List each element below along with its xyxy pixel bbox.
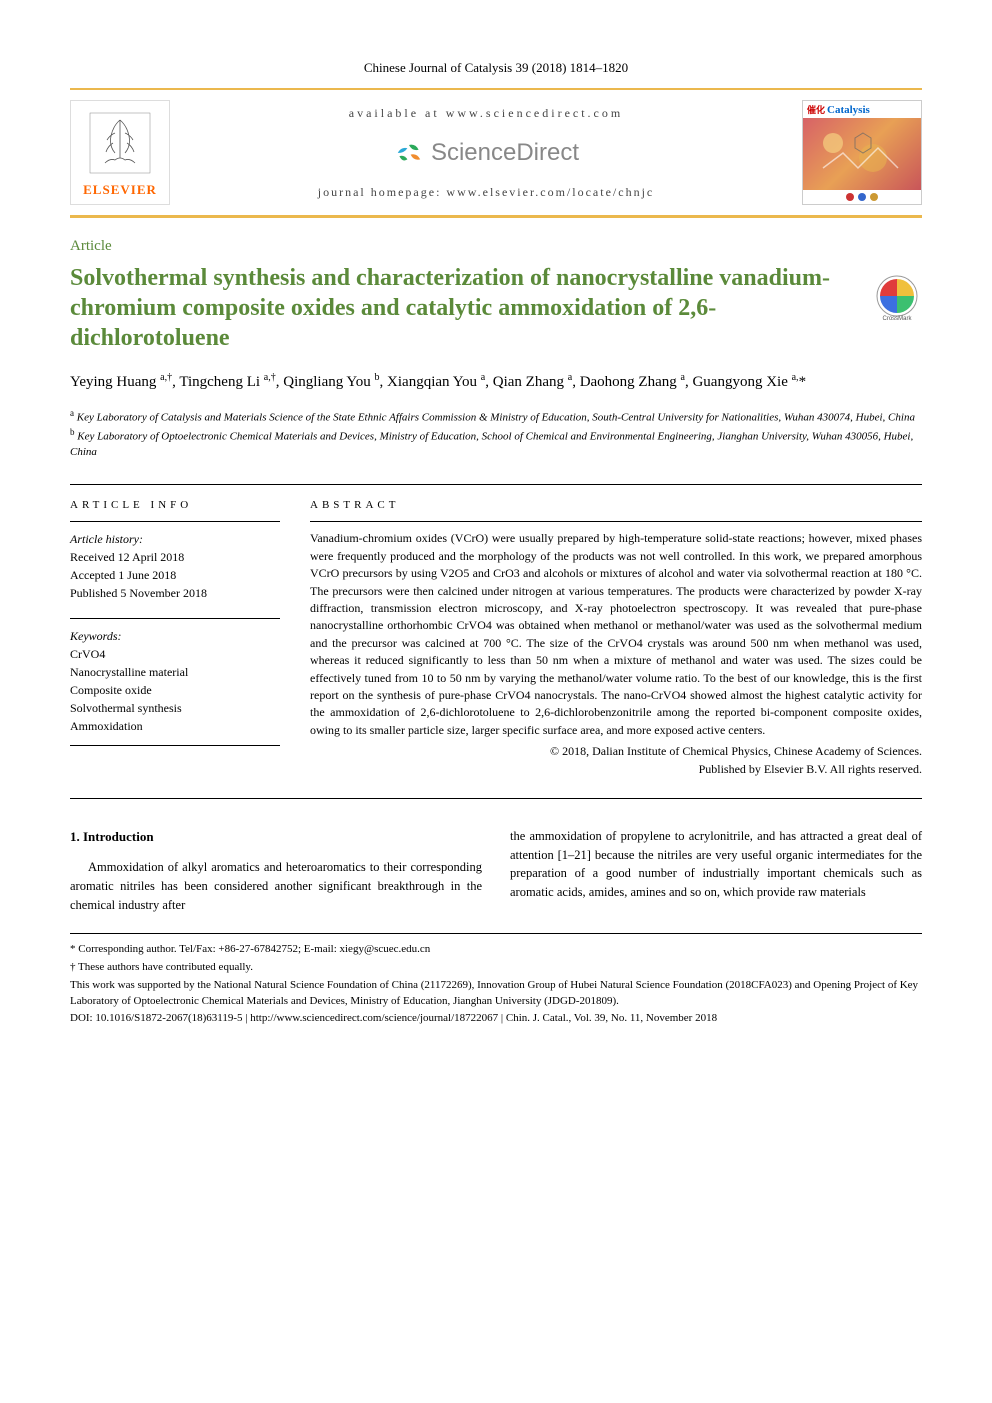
elsevier-text: ELSEVIER bbox=[83, 182, 157, 198]
footnote-funding: This work was supported by the National … bbox=[70, 978, 922, 1010]
cover-brand-cn: 催化 bbox=[807, 103, 825, 116]
crossmark-badge[interactable]: CrossMark bbox=[872, 271, 922, 321]
abstract-copyright: © 2018, Dalian Institute of Chemical Phy… bbox=[310, 743, 922, 778]
copyright-line: Published by Elsevier B.V. All rights re… bbox=[310, 761, 922, 778]
sciencedirect-icon bbox=[393, 140, 425, 166]
keyword: Solvothermal synthesis bbox=[70, 699, 280, 717]
body-column-right: the ammoxidation of propylene to acrylon… bbox=[510, 827, 922, 915]
body-column-left: 1. Introduction Ammoxidation of alkyl ar… bbox=[70, 827, 482, 915]
keywords-label: Keywords: bbox=[70, 627, 280, 645]
title-row: Solvothermal synthesis and characterizat… bbox=[70, 263, 922, 371]
keyword: Nanocrystalline material bbox=[70, 663, 280, 681]
article-type-label: Article bbox=[70, 238, 922, 255]
cover-artwork-icon bbox=[803, 118, 922, 193]
history-label: Article history: bbox=[70, 530, 280, 548]
abstract-heading: ABSTRACT bbox=[310, 499, 922, 511]
article-history-block: Article history: Received 12 April 2018 … bbox=[70, 521, 280, 602]
page-container: Chinese Journal of Catalysis 39 (2018) 1… bbox=[0, 0, 992, 1069]
footnote-equal: † These authors have contributed equally… bbox=[70, 960, 922, 976]
history-line: Published 5 November 2018 bbox=[70, 584, 280, 602]
body-paragraph: Ammoxidation of alkyl aromatics and hete… bbox=[70, 858, 482, 914]
body-columns: 1. Introduction Ammoxidation of alkyl ar… bbox=[70, 827, 922, 915]
authors-list: Yeying Huang a,†, Tingcheng Li a,†, Qing… bbox=[70, 371, 922, 393]
footnote-corresponding: * Corresponding author. Tel/Fax: +86-27-… bbox=[70, 942, 922, 958]
available-at-text: available at www.sciencedirect.com bbox=[185, 106, 787, 121]
cover-dot-icon bbox=[858, 193, 866, 201]
history-line: Received 12 April 2018 bbox=[70, 548, 280, 566]
abstract-text: Vanadium-chromium oxides (VCrO) were usu… bbox=[310, 521, 922, 739]
keyword: Ammoxidation bbox=[70, 717, 280, 735]
cover-dot-icon bbox=[870, 193, 878, 201]
elsevier-tree-icon bbox=[85, 108, 155, 178]
affiliations-list: a Key Laboratory of Catalysis and Materi… bbox=[70, 407, 922, 460]
crossmark-icon: CrossMark bbox=[872, 271, 922, 321]
abstract-column: ABSTRACT Vanadium-chromium oxides (VCrO)… bbox=[310, 499, 922, 777]
article-info-heading: ARTICLE INFO bbox=[70, 499, 280, 511]
keywords-block: Keywords: CrVO4 Nanocrystalline material… bbox=[70, 618, 280, 746]
article-title: Solvothermal synthesis and characterizat… bbox=[70, 263, 857, 353]
footnote-doi: DOI: 10.1016/S1872-2067(18)63119-5 | htt… bbox=[70, 1011, 922, 1027]
section-heading: 1. Introduction bbox=[70, 827, 482, 847]
elsevier-logo: ELSEVIER bbox=[70, 100, 170, 205]
banner-center: available at www.sciencedirect.com Scien… bbox=[185, 106, 787, 200]
affiliation-line: b Key Laboratory of Optoelectronic Chemi… bbox=[70, 426, 922, 460]
copyright-line: © 2018, Dalian Institute of Chemical Phy… bbox=[310, 743, 922, 760]
keyword: CrVO4 bbox=[70, 645, 280, 663]
history-line: Accepted 1 June 2018 bbox=[70, 566, 280, 584]
body-paragraph: the ammoxidation of propylene to acrylon… bbox=[510, 827, 922, 902]
affiliation-line: a Key Laboratory of Catalysis and Materi… bbox=[70, 407, 922, 426]
banner: ELSEVIER available at www.sciencedirect.… bbox=[70, 100, 922, 205]
article-info-column: ARTICLE INFO Article history: Received 1… bbox=[70, 499, 280, 777]
journal-header: Chinese Journal of Catalysis 39 (2018) 1… bbox=[70, 60, 922, 76]
cover-title-bar: 催化 Catalysis bbox=[803, 101, 921, 118]
info-abstract-row: ARTICLE INFO Article history: Received 1… bbox=[70, 484, 922, 798]
sciencedirect-logo: ScienceDirect bbox=[393, 139, 579, 167]
journal-homepage-text: journal homepage: www.elsevier.com/locat… bbox=[185, 185, 787, 200]
cover-bottom-bar bbox=[803, 190, 921, 204]
svg-text:CrossMark: CrossMark bbox=[882, 316, 912, 321]
cover-dot-icon bbox=[846, 193, 854, 201]
sciencedirect-text: ScienceDirect bbox=[431, 139, 579, 167]
footnotes-block: * Corresponding author. Tel/Fax: +86-27-… bbox=[70, 933, 922, 1028]
keyword: Composite oxide bbox=[70, 681, 280, 699]
cover-brand-en: Catalysis bbox=[827, 104, 870, 116]
journal-cover: 催化 Catalysis bbox=[802, 100, 922, 205]
banner-wrapper: ELSEVIER available at www.sciencedirect.… bbox=[70, 88, 922, 218]
